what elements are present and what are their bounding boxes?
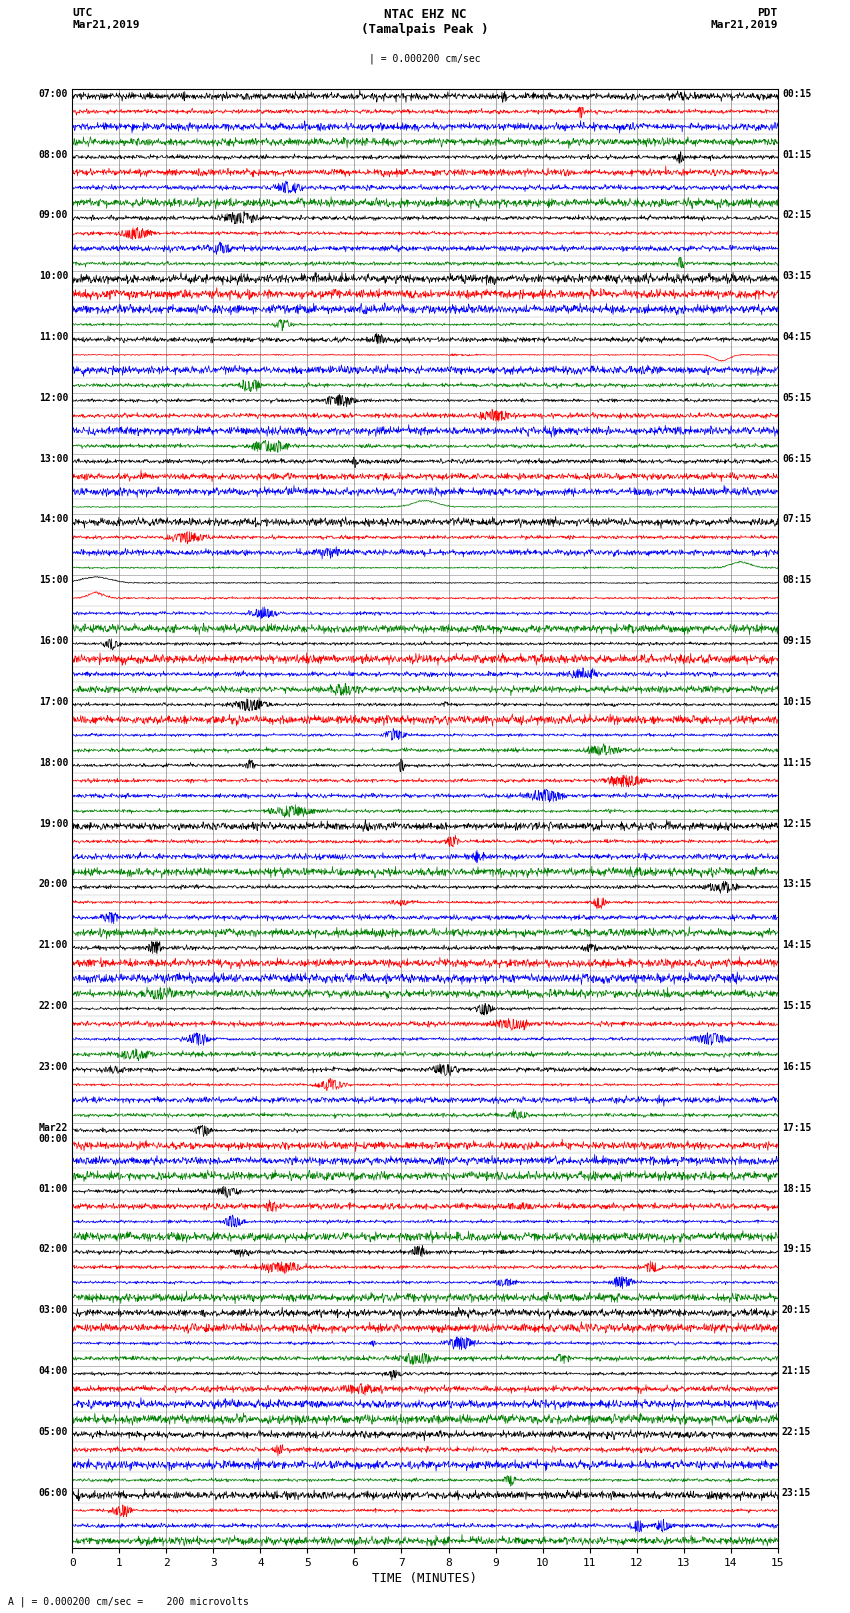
Text: 18:00: 18:00 [38, 758, 68, 768]
Text: 21:00: 21:00 [38, 940, 68, 950]
Text: 06:00: 06:00 [38, 1487, 68, 1497]
Text: 18:15: 18:15 [782, 1184, 812, 1194]
Text: 00:15: 00:15 [782, 89, 812, 98]
Text: 08:00: 08:00 [38, 150, 68, 160]
X-axis label: TIME (MINUTES): TIME (MINUTES) [372, 1573, 478, 1586]
Text: 17:00: 17:00 [38, 697, 68, 706]
Text: 13:00: 13:00 [38, 453, 68, 463]
Text: 19:00: 19:00 [38, 819, 68, 829]
Text: 03:15: 03:15 [782, 271, 812, 281]
Text: 01:15: 01:15 [782, 150, 812, 160]
Text: 16:00: 16:00 [38, 636, 68, 647]
Text: 10:15: 10:15 [782, 697, 812, 706]
Text: UTC
Mar21,2019: UTC Mar21,2019 [72, 8, 139, 29]
Text: 02:00: 02:00 [38, 1244, 68, 1255]
Text: 09:15: 09:15 [782, 636, 812, 647]
Text: 20:15: 20:15 [782, 1305, 812, 1315]
Text: 19:15: 19:15 [782, 1244, 812, 1255]
Text: | = 0.000200 cm/sec: | = 0.000200 cm/sec [369, 53, 481, 65]
Text: 10:00: 10:00 [38, 271, 68, 281]
Text: 20:00: 20:00 [38, 879, 68, 889]
Text: 15:00: 15:00 [38, 576, 68, 586]
Text: 23:15: 23:15 [782, 1487, 812, 1497]
Text: 22:00: 22:00 [38, 1002, 68, 1011]
Text: 14:15: 14:15 [782, 940, 812, 950]
Text: 07:15: 07:15 [782, 515, 812, 524]
Text: 04:00: 04:00 [38, 1366, 68, 1376]
Text: 05:00: 05:00 [38, 1428, 68, 1437]
Text: 21:15: 21:15 [782, 1366, 812, 1376]
Text: 11:00: 11:00 [38, 332, 68, 342]
Text: 03:00: 03:00 [38, 1305, 68, 1315]
Text: PDT
Mar21,2019: PDT Mar21,2019 [711, 8, 778, 29]
Text: 11:15: 11:15 [782, 758, 812, 768]
Text: 07:00: 07:00 [38, 89, 68, 98]
Text: 04:15: 04:15 [782, 332, 812, 342]
Text: 09:00: 09:00 [38, 210, 68, 221]
Text: 22:15: 22:15 [782, 1428, 812, 1437]
Text: A | = 0.000200 cm/sec =    200 microvolts: A | = 0.000200 cm/sec = 200 microvolts [8, 1595, 249, 1607]
Text: Mar22
00:00: Mar22 00:00 [38, 1123, 68, 1144]
Text: 01:00: 01:00 [38, 1184, 68, 1194]
Text: 23:00: 23:00 [38, 1061, 68, 1073]
Text: 08:15: 08:15 [782, 576, 812, 586]
Text: 16:15: 16:15 [782, 1061, 812, 1073]
Text: 05:15: 05:15 [782, 394, 812, 403]
Text: 13:15: 13:15 [782, 879, 812, 889]
Text: 12:00: 12:00 [38, 394, 68, 403]
Text: 06:15: 06:15 [782, 453, 812, 463]
Text: 14:00: 14:00 [38, 515, 68, 524]
Text: 12:15: 12:15 [782, 819, 812, 829]
Text: 17:15: 17:15 [782, 1123, 812, 1132]
Text: NTAC EHZ NC
(Tamalpais Peak ): NTAC EHZ NC (Tamalpais Peak ) [361, 8, 489, 35]
Text: 02:15: 02:15 [782, 210, 812, 221]
Text: 15:15: 15:15 [782, 1002, 812, 1011]
